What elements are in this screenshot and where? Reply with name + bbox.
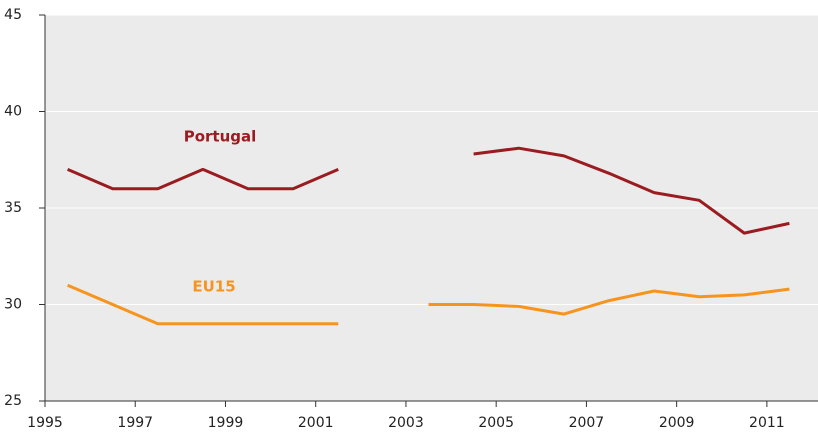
y-tick-label: 35 xyxy=(4,200,22,216)
x-tick-label: 2011 xyxy=(749,415,785,431)
x-tick-label: 2007 xyxy=(569,415,605,431)
y-tick-label: 45 xyxy=(4,7,22,23)
series-label: EU15 xyxy=(192,278,235,296)
series-line xyxy=(67,283,790,326)
x-tick-label: 1995 xyxy=(27,415,63,431)
y-tick-label: 25 xyxy=(4,393,22,409)
y-tick-label: 40 xyxy=(4,104,22,120)
series-line xyxy=(67,146,790,235)
series-label: Portugal xyxy=(184,128,257,146)
x-tick-label: 2001 xyxy=(298,415,334,431)
x-tick-label: 2003 xyxy=(388,415,424,431)
x-tick-label: 2009 xyxy=(659,415,695,431)
x-tick-label: 1999 xyxy=(208,415,244,431)
x-tick-label: 2005 xyxy=(478,415,514,431)
y-tick-label: 30 xyxy=(4,297,22,313)
x-tick-label: 1997 xyxy=(117,415,153,431)
